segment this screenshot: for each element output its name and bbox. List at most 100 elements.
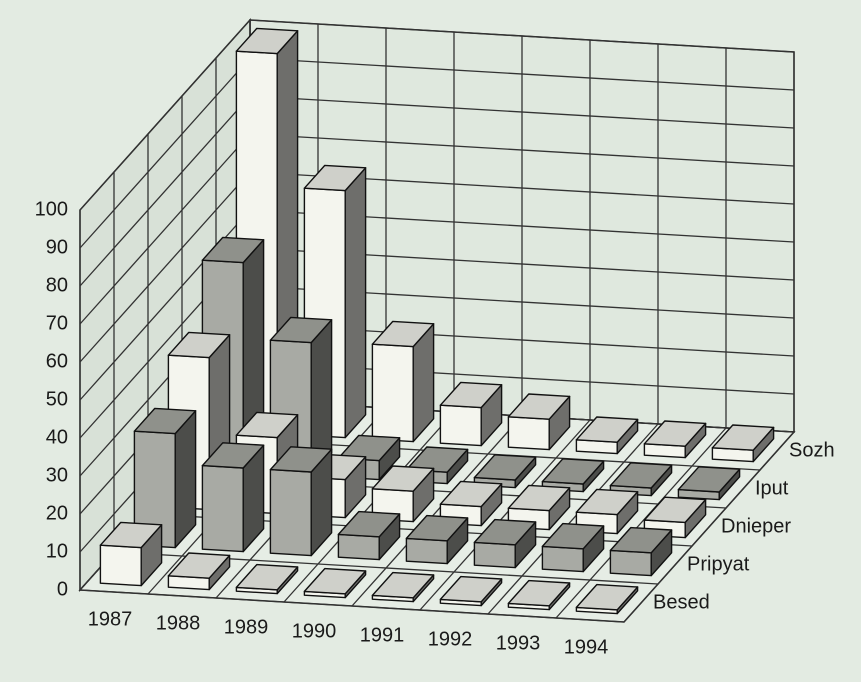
y-tick-label: 100 <box>35 198 68 220</box>
bar-front <box>439 404 482 447</box>
bar-front <box>473 541 516 569</box>
bar-top <box>303 567 367 595</box>
x-tick-label: 1993 <box>496 632 541 654</box>
bar-top <box>235 563 299 591</box>
bar <box>439 381 503 447</box>
bar-front <box>405 537 448 565</box>
legend-label: Sozh <box>789 439 835 461</box>
bar <box>711 424 775 463</box>
bar <box>575 416 639 455</box>
bar-top <box>541 458 605 485</box>
y-tick-label: 30 <box>46 464 68 486</box>
y-tick-label: 80 <box>46 274 68 296</box>
bar-top <box>575 416 639 443</box>
bar <box>371 320 435 443</box>
bar-top <box>711 424 775 451</box>
floor-line <box>79 589 625 623</box>
bar <box>439 575 503 607</box>
bar-top <box>507 393 571 420</box>
x-tick-label: 1988 <box>156 612 201 634</box>
legend-label: Dnieper <box>721 515 791 537</box>
bar-front <box>201 464 244 553</box>
bar-front <box>269 468 312 557</box>
bar-top <box>235 411 299 439</box>
bar-top <box>507 579 571 607</box>
floor-line <box>555 427 727 619</box>
bar-top <box>575 583 639 611</box>
legend-label: Iput <box>755 477 789 499</box>
y-tick-label: 20 <box>46 502 68 524</box>
bar-top <box>541 522 605 550</box>
bar-front <box>371 343 414 443</box>
bar-top <box>371 320 435 348</box>
bar <box>167 552 231 591</box>
x-tick-label: 1992 <box>428 628 473 650</box>
bar-front <box>99 544 142 587</box>
y-tick-label: 60 <box>46 350 68 372</box>
x-tick-label: 1990 <box>292 620 337 642</box>
x-tick-label: 1991 <box>360 624 405 646</box>
bar-top <box>643 496 707 524</box>
bar-top <box>201 236 265 264</box>
legend-label: Pripyat <box>687 553 750 575</box>
bar-top <box>371 571 435 599</box>
bar-front <box>541 545 584 573</box>
y-tick-label: 90 <box>46 236 68 258</box>
bar-top <box>337 510 401 538</box>
bar-side <box>174 410 197 549</box>
bar-top <box>303 164 367 192</box>
y-tick-label: 70 <box>46 312 68 334</box>
bar <box>201 442 265 553</box>
bar <box>269 446 333 557</box>
bar <box>337 510 401 561</box>
bar <box>235 563 299 595</box>
bar-top <box>439 381 503 409</box>
bar-top <box>439 480 503 508</box>
bar <box>575 583 639 615</box>
bar-top <box>167 552 231 579</box>
bar-top <box>439 575 503 603</box>
bar-top <box>99 521 163 549</box>
grid-line <box>79 19 795 211</box>
bar <box>507 393 571 451</box>
x-tick-label: 1994 <box>564 636 609 658</box>
bar <box>303 567 367 599</box>
y-tick-label: 10 <box>46 540 68 562</box>
bar-top <box>473 454 537 481</box>
bar-top <box>405 514 469 542</box>
y-tick-label: 50 <box>46 388 68 410</box>
bar <box>609 526 673 577</box>
bar <box>541 522 605 573</box>
bar <box>643 420 707 459</box>
bar <box>473 518 537 569</box>
bar-top <box>507 484 571 512</box>
bar-top <box>201 442 265 469</box>
floor-line <box>623 431 795 623</box>
bar <box>677 466 741 501</box>
bar <box>371 571 435 603</box>
bar <box>99 521 163 587</box>
bar-top <box>643 420 707 447</box>
bar-top <box>235 27 299 55</box>
bar <box>473 454 537 489</box>
bar-top <box>473 518 537 546</box>
bar-top <box>609 462 673 489</box>
bar <box>609 462 673 497</box>
bar <box>507 579 571 611</box>
legend-label: Besed <box>653 591 710 613</box>
floor-line <box>487 423 659 615</box>
bar-top <box>575 488 639 516</box>
bar-front <box>507 416 550 451</box>
floor-line <box>419 419 591 611</box>
bar <box>405 514 469 565</box>
x-tick-label: 1989 <box>224 616 269 638</box>
bar-top <box>677 466 741 493</box>
bar-front <box>609 549 652 577</box>
bar-top <box>167 331 231 359</box>
y-tick-label: 40 <box>46 426 68 448</box>
bar-top <box>269 316 333 344</box>
bar-top <box>269 446 333 473</box>
y-tick-label: 0 <box>57 578 68 600</box>
